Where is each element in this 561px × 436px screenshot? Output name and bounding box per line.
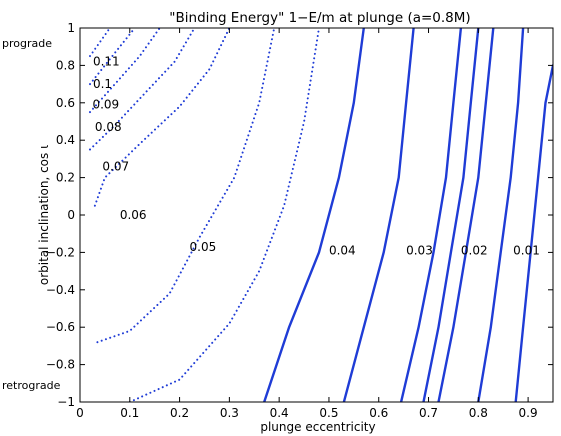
contour-line — [263, 28, 365, 402]
y-tick-label: 0.6 — [56, 96, 75, 110]
contour-line — [89, 28, 161, 114]
x-tick-label: 0.3 — [220, 406, 239, 420]
contour-label: 0.01 — [513, 244, 540, 258]
contour-label: 0.11 — [93, 55, 120, 69]
plot-frame — [79, 27, 554, 403]
contour-line — [514, 64, 553, 402]
x-tick-label: 0.5 — [319, 406, 338, 420]
contour-label: 0.09 — [92, 98, 119, 112]
contour-line — [89, 28, 196, 151]
x-tick-label: 0.7 — [419, 406, 438, 420]
contour-label: 0.03 — [406, 244, 433, 258]
x-tick-label: 0.6 — [369, 406, 388, 420]
x-tick-label: 0.4 — [270, 406, 289, 420]
contour-line — [422, 28, 480, 402]
contour-line — [128, 28, 320, 402]
prograde-label: prograde — [2, 37, 52, 50]
contour-label: 0.1 — [93, 77, 112, 91]
y-tick-label: −0.2 — [46, 245, 75, 259]
y-axis-title: orbital inclination, cos ι — [37, 145, 51, 285]
contour-group — [89, 28, 553, 402]
y-tick-label: 0.4 — [56, 133, 75, 147]
x-tick-label: 0.2 — [170, 406, 189, 420]
contour-label: 0.06 — [120, 208, 147, 222]
contour-label: 0.04 — [329, 244, 356, 258]
contour-line — [96, 28, 276, 344]
x-tick-label: 0 — [76, 406, 84, 420]
contour-line — [89, 28, 111, 58]
contour-line — [477, 28, 525, 402]
y-tick-label: 0.8 — [56, 58, 75, 72]
contour-line — [93, 28, 231, 207]
x-axis-title: plunge eccentricity — [260, 420, 375, 434]
y-tick-label: −1 — [57, 395, 75, 409]
contour-label: 0.05 — [190, 240, 217, 254]
y-tick-label: −0.8 — [46, 358, 75, 372]
y-tick-label: 0 — [67, 208, 75, 222]
contour-label: 0.07 — [102, 159, 129, 173]
y-tick-label: −0.4 — [46, 283, 75, 297]
contour-label: 0.02 — [461, 244, 488, 258]
retrograde-label: retrograde — [2, 379, 61, 392]
contour-line — [342, 28, 415, 402]
y-tick-label: 0.2 — [56, 171, 75, 185]
chart-title: "Binding Energy" 1−E/m at plunge (a=0.8M… — [169, 10, 470, 26]
x-tick-label: 0.8 — [469, 406, 488, 420]
contour-line — [89, 28, 136, 86]
contour-line — [437, 28, 495, 402]
x-tick-label: 0.9 — [519, 406, 538, 420]
y-tick-label: −0.6 — [46, 320, 75, 334]
x-tick-label: 0.1 — [120, 406, 139, 420]
contour-line — [399, 28, 463, 402]
y-tick-label: 1 — [67, 21, 75, 35]
contour-label: 0.08 — [95, 120, 122, 134]
